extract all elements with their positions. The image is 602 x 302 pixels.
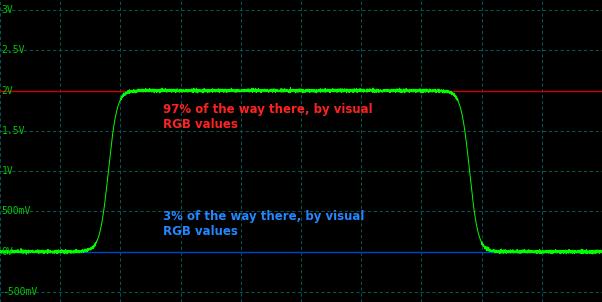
Text: 97% of the way there, by visual
RGB values: 97% of the way there, by visual RGB valu… [163, 103, 372, 131]
Text: -500mV: -500mV [2, 287, 37, 297]
Text: 2V: 2V [2, 85, 14, 96]
Text: 500mV: 500mV [2, 206, 31, 217]
Text: 3V: 3V [2, 5, 14, 15]
Text: 3% of the way there, by visual
RGB values: 3% of the way there, by visual RGB value… [163, 210, 364, 238]
Text: 1.5V: 1.5V [2, 126, 25, 136]
Text: 2.5V: 2.5V [2, 45, 25, 55]
Text: 1V: 1V [2, 166, 14, 176]
Text: 0V: 0V [2, 247, 14, 257]
